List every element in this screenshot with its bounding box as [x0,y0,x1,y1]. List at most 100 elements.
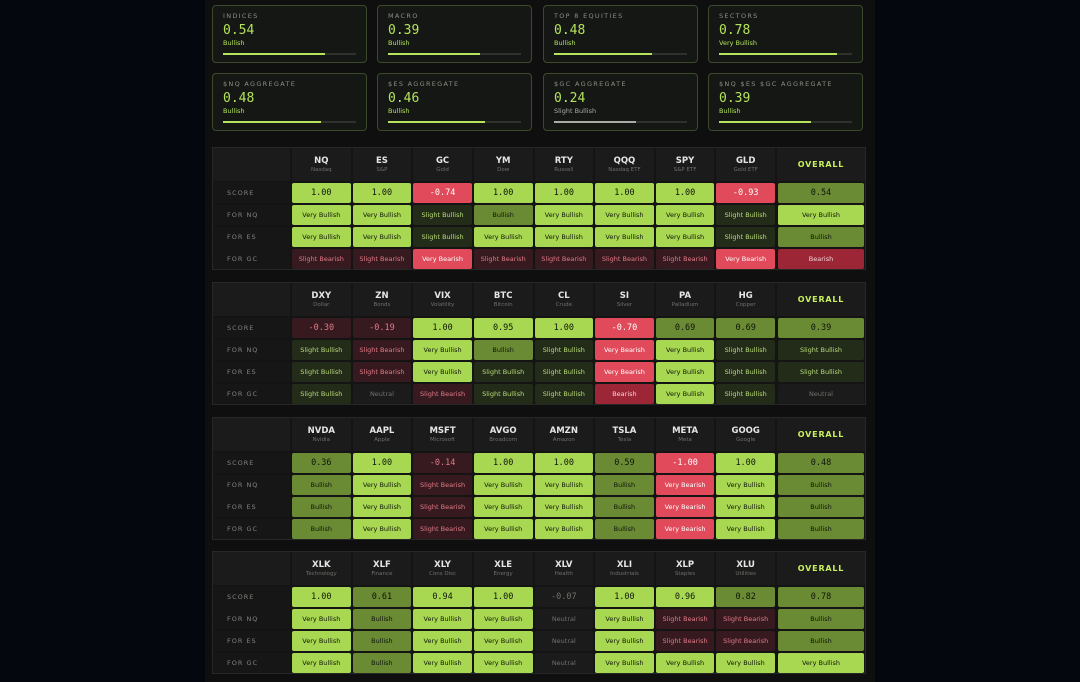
signal-cell: Slight Bullish [716,362,775,382]
signal-cell: Bullish [778,609,864,629]
row-label: FOR GC [213,384,290,404]
summary-card: $ES AGGREGATE 0.46 Bullish [377,73,532,131]
ticker: XLE [494,560,513,570]
progress-fill [554,121,637,123]
asset-name: S&P [376,167,388,173]
summary-card: SECTORS 0.78 Very Bullish [708,5,863,63]
signal-cell: Neutral [778,384,864,404]
ticker: BTC [493,291,513,301]
signal-cell: Very Bearish [716,249,775,269]
overall-label: OVERALL [797,160,845,169]
overall-label: OVERALL [797,564,845,573]
card-score: 0.54 [223,23,255,38]
asset-name: Copper [735,302,756,308]
asset-name: Broadcom [489,437,518,443]
row-label: SCORE [213,453,290,473]
score-cell: -0.70 [595,318,654,338]
column-header: XLU Utilities [716,552,775,585]
signal-cell: Neutral [352,384,412,404]
ticker: AMZN [549,426,578,436]
signal-cell: Very Bullish [473,497,533,517]
column-header: QQQ Nasdaq ETF [595,148,654,181]
signal-cell: Slight Bearish [716,609,775,629]
column-header: RTY Russell [534,148,594,181]
progress-fill [554,53,653,55]
signal-cell: Very Bullish [292,653,351,673]
row-label: FOR GC [213,519,290,539]
ticker: NVDA [307,426,335,436]
signal-cell: Bullish [778,475,864,495]
score-cell: 0.78 [778,587,864,607]
signal-cell: Very Bullish [352,475,412,495]
asset-name: Health [554,571,573,577]
asset-name: Finance [371,571,393,577]
signal-cell: Slight Bearish [413,497,472,517]
column-header: NQ Nasdaq [292,148,351,181]
ticker: CL [557,291,570,301]
column-header: NVDA Nvidia [292,418,351,451]
signal-cell: Slight Bullish [413,205,472,225]
signal-cell: Bullish [778,519,864,539]
signal-cell: Bearish [778,249,864,269]
signal-cell: Very Bullish [534,497,594,517]
signal-cell: Slight Bullish [716,205,775,225]
signal-cell: Slight Bullish [716,340,775,360]
signal-cell: Very Bearish [655,497,715,517]
column-header: PA Palladium [655,283,715,316]
column-header: XLF Finance [352,552,412,585]
ticker: XLV [555,560,573,570]
signal-cell: Bullish [778,631,864,651]
signal-cell: Neutral [534,609,594,629]
asset-name: Meta [678,437,692,443]
score-cell: 1.00 [352,183,412,203]
ticker: XLP [675,560,695,570]
score-cell: 0.94 [413,587,472,607]
card-score: 0.78 [719,23,751,38]
row-label: FOR ES [213,497,290,517]
signal-table: DXY Dollar ZN Bonds VIX Volatility BTC Bitcoin C… [212,282,866,405]
signal-cell: Very Bullish [534,519,594,539]
signal-cell: Very Bullish [716,653,775,673]
asset-name: Cons Disc [429,571,457,577]
column-header: MSFT Microsoft [413,418,472,451]
signal-cell: Bullish [352,609,412,629]
column-header: XLI Industrials [595,552,654,585]
card-label: Very Bullish [719,39,758,47]
score-cell: 1.00 [292,183,351,203]
header-corner [213,283,290,316]
signal-cell: Very Bullish [655,340,715,360]
score-cell: 0.61 [352,587,412,607]
signal-cell: Very Bearish [655,519,715,539]
card-title: $NQ $ES $GC AGGREGATE [719,80,833,88]
signal-cell: Bullish [595,519,654,539]
score-cell: 1.00 [473,587,533,607]
signal-table: XLK Technology XLF Finance XLY Cons Disc XLE En… [212,551,866,674]
column-header: TSLA Tesla [595,418,654,451]
signal-cell: Bullish [473,340,533,360]
signal-table: NVDA Nvidia AAPL Apple MSFT Microsoft AVGO Broa… [212,417,866,540]
signal-cell: Bullish [352,631,412,651]
progress-track [719,53,852,55]
signal-cell: Very Bullish [413,362,472,382]
ticker: YM [495,156,511,166]
signal-cell: Very Bullish [595,653,654,673]
signal-cell: Bullish [292,497,351,517]
column-header: XLE Energy [473,552,533,585]
score-cell: -0.30 [292,318,351,338]
overall-header: OVERALL [777,148,865,181]
ticker: GOOG [731,426,760,436]
row-label: FOR ES [213,227,290,247]
ticker: META [672,426,699,436]
card-title: SECTORS [719,12,759,20]
ticker: TSLA [612,426,637,436]
column-header: AVGO Broadcom [473,418,533,451]
signal-cell: Very Bullish [716,497,775,517]
column-header: GC Gold [413,148,472,181]
asset-name: Amazon [552,437,575,443]
header-corner [213,148,290,181]
header-corner [213,552,290,585]
column-header: ES S&P [352,148,412,181]
card-label: Bullish [554,39,576,47]
signal-cell: Very Bullish [778,653,864,673]
asset-name: Gold ETF [733,167,758,173]
